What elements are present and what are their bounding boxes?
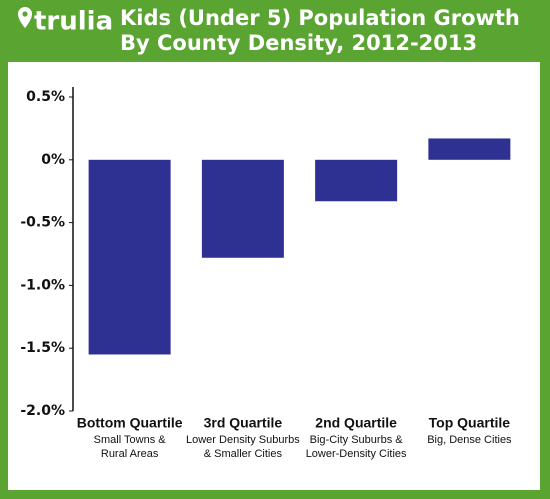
y-tick-label: 0% <box>41 152 65 168</box>
x-tick-note: Rural Areas <box>101 448 159 460</box>
bar <box>428 138 511 160</box>
y-tick-label: -0.5% <box>20 215 65 231</box>
bar <box>315 159 398 202</box>
x-tick-note: & Smaller Cities <box>204 448 283 460</box>
y-tick-label: -2.0% <box>20 403 65 419</box>
y-tick-label: 0.5% <box>26 89 65 105</box>
bar <box>201 159 284 258</box>
bar <box>88 159 171 355</box>
x-tick-note: Big-City Suburbs & <box>310 434 404 446</box>
x-tick-note: Lower Density Suburbs <box>186 434 300 446</box>
y-tick-label: -1.0% <box>20 277 65 293</box>
chart-title: By County Density, 2012-2013 <box>120 31 477 55</box>
logo-pin-hole <box>22 11 28 17</box>
x-tick-label: 3rd Quartile <box>204 415 283 431</box>
x-tick-label: Bottom Quartile <box>77 415 183 431</box>
brand: trulia <box>34 7 113 37</box>
x-tick-note: Lower-Density Cities <box>306 448 407 460</box>
x-tick-label: 2nd Quartile <box>315 415 397 431</box>
y-tick-label: -1.5% <box>20 340 65 356</box>
chart-title: Kids (Under 5) Population Growth <box>120 6 520 30</box>
x-tick-label: Top Quartile <box>429 415 511 431</box>
x-tick-note: Big, Dense Cities <box>427 434 512 446</box>
logo-pin <box>18 7 32 28</box>
x-tick-note: Small Towns & <box>94 434 167 446</box>
